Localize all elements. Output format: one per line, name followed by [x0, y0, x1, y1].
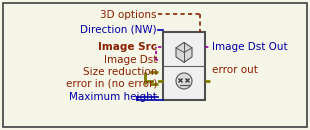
- Circle shape: [176, 73, 192, 89]
- Text: Direction (NW): Direction (NW): [80, 25, 157, 35]
- Text: Image Src: Image Src: [98, 42, 157, 52]
- Bar: [163, 32, 205, 100]
- Text: Size reduction: Size reduction: [83, 67, 157, 77]
- Polygon shape: [176, 42, 192, 62]
- Text: error in (no error): error in (no error): [66, 79, 157, 89]
- Text: error out: error out: [212, 65, 258, 75]
- Text: Image Dst: Image Dst: [104, 55, 157, 65]
- Text: 3D options: 3D options: [100, 10, 157, 20]
- Text: Maximum height: Maximum height: [69, 92, 157, 102]
- Text: Image Dst Out: Image Dst Out: [212, 42, 288, 52]
